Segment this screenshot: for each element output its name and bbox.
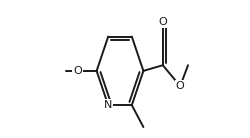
Text: N: N: [104, 100, 112, 110]
Text: O: O: [176, 81, 184, 91]
Text: O: O: [73, 66, 82, 76]
Text: O: O: [158, 17, 167, 27]
